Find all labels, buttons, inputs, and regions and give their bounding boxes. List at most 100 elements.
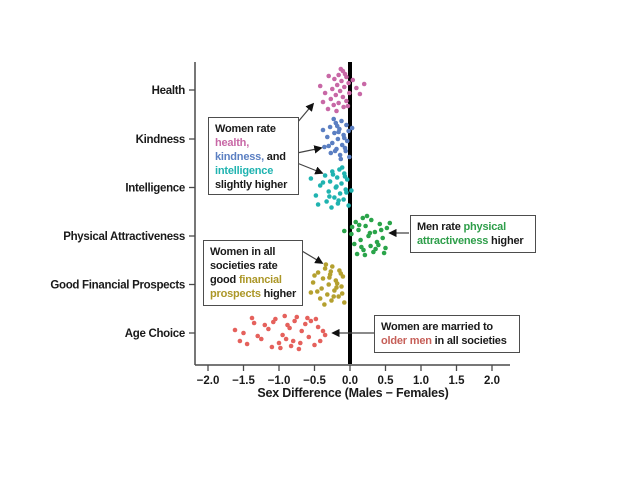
annotation-text: Women are married to bbox=[381, 321, 493, 333]
data-point bbox=[356, 227, 361, 233]
data-point bbox=[317, 83, 323, 89]
y-axis-label: Health bbox=[152, 85, 186, 97]
data-point bbox=[339, 78, 344, 84]
annotation-text: health, bbox=[215, 137, 250, 149]
data-point bbox=[329, 298, 334, 303]
data-point bbox=[336, 129, 341, 135]
data-point bbox=[334, 285, 339, 290]
data-point bbox=[342, 174, 348, 179]
annotation-box-financial-prospects: Women in all societies rate good financial… bbox=[203, 240, 303, 306]
data-point bbox=[349, 224, 355, 230]
annotation-text: in all societies bbox=[431, 335, 507, 347]
data-point bbox=[308, 290, 314, 295]
x-tick-label: −0.5 bbox=[303, 375, 326, 387]
data-point bbox=[313, 316, 319, 322]
annotation-arrow bbox=[296, 145, 323, 154]
data-point bbox=[330, 86, 335, 92]
data-point bbox=[331, 102, 337, 108]
data-point bbox=[339, 284, 344, 289]
data-point bbox=[288, 343, 294, 349]
data-point bbox=[325, 106, 331, 112]
data-point bbox=[346, 203, 351, 208]
data-point bbox=[360, 215, 366, 221]
data-point bbox=[336, 100, 341, 106]
data-point bbox=[305, 315, 310, 321]
data-point bbox=[269, 344, 275, 350]
data-point bbox=[287, 325, 292, 331]
data-point bbox=[342, 300, 347, 305]
data-point bbox=[328, 150, 334, 156]
data-point bbox=[323, 262, 329, 267]
data-point bbox=[241, 330, 246, 336]
data-point bbox=[334, 175, 340, 180]
data-point bbox=[326, 73, 332, 79]
data-point bbox=[331, 116, 337, 122]
data-point bbox=[338, 66, 344, 72]
data-point bbox=[313, 193, 319, 198]
data-point bbox=[334, 82, 340, 88]
data-point bbox=[354, 251, 360, 257]
data-point bbox=[325, 292, 330, 297]
data-point bbox=[344, 98, 349, 104]
data-point bbox=[326, 189, 332, 194]
x-tick-label: −2.0 bbox=[197, 375, 220, 387]
data-point bbox=[308, 176, 314, 181]
data-point bbox=[320, 99, 326, 105]
annotation-text: financial bbox=[238, 274, 282, 286]
y-axis-label: Good Financial Prospects bbox=[50, 280, 185, 292]
data-point bbox=[271, 319, 276, 325]
data-point bbox=[380, 235, 386, 241]
data-point bbox=[320, 180, 326, 185]
x-tick-label: 1.0 bbox=[413, 375, 429, 387]
data-point bbox=[359, 244, 364, 250]
x-tick-label: 2.0 bbox=[484, 375, 500, 387]
data-point bbox=[237, 338, 243, 344]
data-point bbox=[320, 127, 326, 133]
annotation-text: kindness, bbox=[215, 151, 264, 163]
data-point bbox=[342, 84, 347, 90]
annotation-arrow bbox=[301, 250, 324, 264]
data-point bbox=[369, 217, 374, 223]
data-point bbox=[322, 302, 327, 307]
data-point bbox=[364, 213, 370, 219]
data-point bbox=[324, 199, 329, 204]
data-point bbox=[333, 92, 339, 98]
data-point bbox=[376, 242, 381, 248]
annotation-text: prospects bbox=[210, 288, 261, 300]
data-point bbox=[320, 328, 326, 334]
data-point bbox=[387, 220, 393, 226]
data-point bbox=[249, 315, 255, 321]
data-point bbox=[259, 336, 264, 342]
data-point bbox=[312, 342, 317, 348]
y-axis-label: Kindness bbox=[136, 134, 185, 146]
data-point bbox=[322, 90, 328, 96]
data-point bbox=[356, 222, 362, 228]
data-point bbox=[344, 190, 349, 195]
data-point bbox=[290, 338, 296, 344]
data-point bbox=[232, 327, 238, 333]
data-point bbox=[327, 124, 333, 130]
data-point bbox=[328, 96, 334, 102]
data-point bbox=[346, 128, 351, 134]
data-point bbox=[244, 341, 250, 347]
data-point bbox=[325, 134, 330, 140]
data-point bbox=[292, 318, 297, 324]
data-point bbox=[339, 181, 344, 186]
data-point bbox=[317, 296, 323, 301]
annotation-text: higher bbox=[488, 235, 524, 247]
x-tick-label: −1.5 bbox=[232, 375, 255, 387]
data-point bbox=[346, 80, 351, 86]
data-point bbox=[337, 191, 343, 196]
data-point bbox=[332, 148, 338, 154]
y-axis-label: Intelligence bbox=[125, 183, 185, 195]
data-point bbox=[368, 243, 373, 249]
data-point bbox=[383, 245, 388, 251]
data-point bbox=[315, 270, 321, 275]
data-point bbox=[322, 266, 328, 271]
data-point bbox=[330, 172, 336, 177]
data-point bbox=[282, 313, 288, 319]
data-point bbox=[266, 326, 271, 332]
data-point bbox=[331, 294, 337, 299]
data-point bbox=[347, 154, 352, 160]
